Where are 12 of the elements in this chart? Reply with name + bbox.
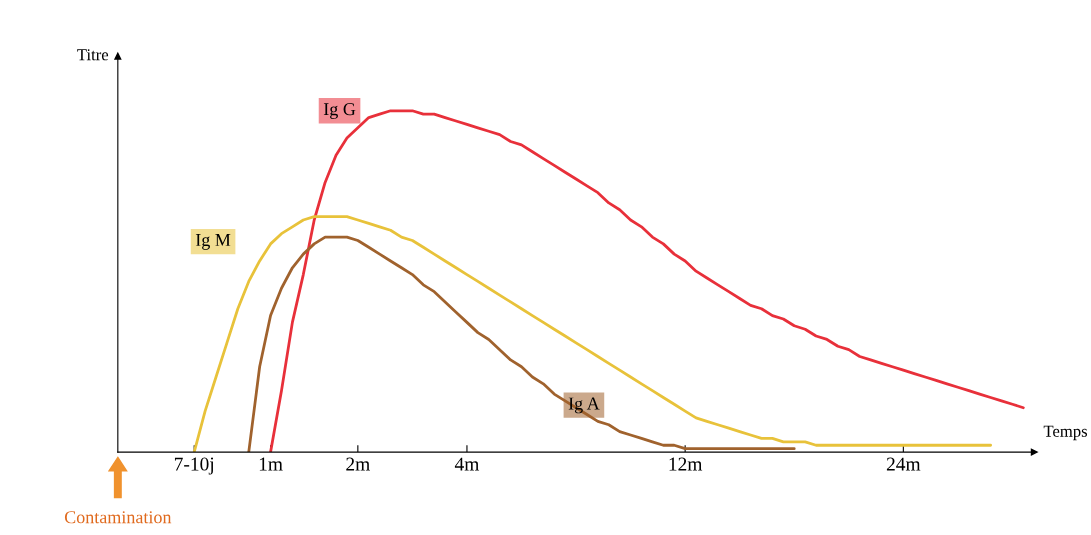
text: Contamination	[64, 511, 172, 524]
x-tick-label: 7-10j	[174, 457, 214, 475]
x-tick-label: 24m	[886, 457, 921, 471]
x-axis-title: Temps	[1043, 425, 1088, 441]
x-tick-label: 1m	[259, 457, 283, 471]
y-axis-title: Titre	[77, 49, 109, 61]
x-tick-label: 2m	[346, 457, 370, 471]
series-label: Ig M	[195, 234, 231, 250]
x-tick-label: 4m	[454, 457, 480, 471]
x-tick-label: 12m	[669, 457, 703, 471]
series-label: Ig A	[568, 397, 600, 414]
series-label: Ig G	[323, 103, 356, 119]
